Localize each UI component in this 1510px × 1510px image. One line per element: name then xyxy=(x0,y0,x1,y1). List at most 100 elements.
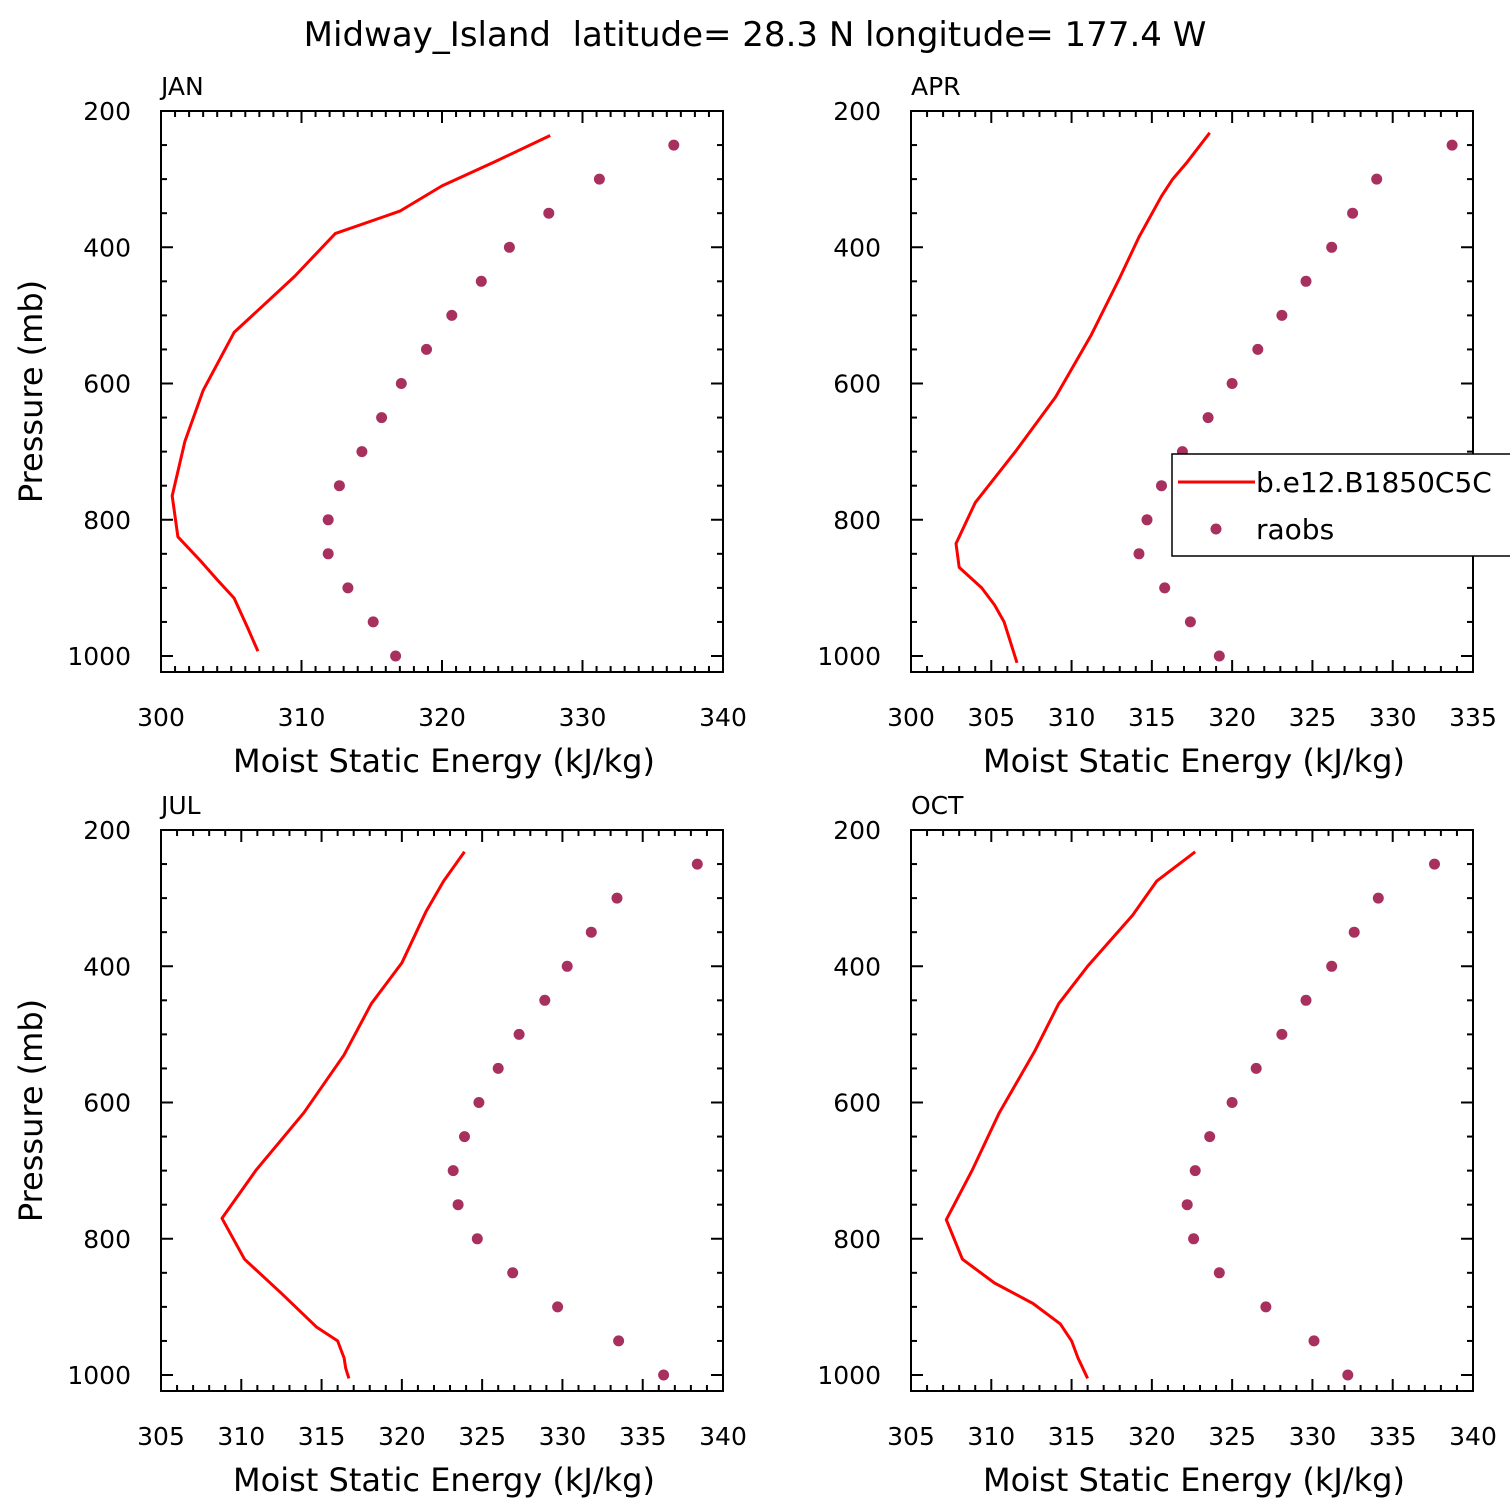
y-tick-label: 200 xyxy=(83,816,131,845)
raobs-point xyxy=(507,1267,519,1279)
raobs-point xyxy=(1250,1062,1262,1074)
x-tick-label: 315 xyxy=(1128,703,1176,732)
y-tick-label: 600 xyxy=(833,370,881,399)
raobs-point xyxy=(452,1199,464,1211)
panel-label: APR xyxy=(911,72,961,101)
panel-jul: 305 310 315 320 325 330 335 340 200 400 600 800 1000… xyxy=(12,791,747,1499)
model-profile-line xyxy=(220,850,466,1379)
y-tick-label: 200 xyxy=(833,816,881,845)
x-tick-label: 315 xyxy=(1048,1422,1096,1451)
raobs-point xyxy=(1156,480,1167,492)
raobs-point xyxy=(356,446,368,458)
raobs-point xyxy=(503,241,515,253)
legend-obs-swatch xyxy=(1210,523,1222,535)
raobs-point xyxy=(1188,1233,1200,1245)
raobs-point xyxy=(473,1097,485,1108)
legend-model-label: b.e12.B1850C5C xyxy=(1256,466,1492,499)
raobs-point xyxy=(475,275,487,287)
x-tick-label: 330 xyxy=(559,703,607,732)
raobs-point xyxy=(1371,173,1383,185)
raobs-point xyxy=(585,926,597,938)
y-tick-label: 800 xyxy=(833,1225,881,1254)
x-tick-label: 325 xyxy=(458,1422,506,1451)
y-tick-label: 600 xyxy=(83,370,131,399)
y-tick-label: 1000 xyxy=(67,642,131,671)
x-tick-label: 325 xyxy=(1289,703,1337,732)
y-tick-label: 400 xyxy=(83,952,131,981)
y-tick-label: 800 xyxy=(83,506,131,535)
raobs-point xyxy=(1342,1369,1354,1381)
raobs-point xyxy=(552,1301,564,1313)
x-tick-label: 340 xyxy=(1449,1422,1497,1451)
raobs-point xyxy=(668,139,680,151)
x-tick-label: 330 xyxy=(539,1422,587,1451)
x-tick-label: 330 xyxy=(1289,1422,1337,1451)
raobs-point xyxy=(1300,994,1312,1006)
raobs-point xyxy=(593,173,605,185)
raobs-point xyxy=(1372,892,1384,904)
x-tick-label: 320 xyxy=(418,703,466,732)
y-tick-label: 1000 xyxy=(67,1361,131,1390)
raobs-point xyxy=(1326,960,1338,972)
raobs-point xyxy=(1326,241,1338,253)
raobs-point xyxy=(1347,207,1359,219)
x-axis-title: Moist Static Energy (kJ/kg) xyxy=(983,742,1405,780)
raobs-point xyxy=(421,343,432,355)
figure-title: Midway_Island latitude= 28.3 N longitude… xyxy=(304,15,1207,55)
y-tick-label: 600 xyxy=(833,1089,881,1118)
raobs-point xyxy=(1184,616,1196,628)
x-tick-label: 325 xyxy=(1208,1422,1256,1451)
raobs-point xyxy=(1213,650,1225,662)
raobs-point xyxy=(322,514,334,526)
x-tick-label: 305 xyxy=(137,1422,185,1451)
model-profile-line xyxy=(944,850,1197,1380)
x-tick-label: 340 xyxy=(699,703,747,732)
x-tick-label: 320 xyxy=(1128,1422,1176,1451)
raobs-point xyxy=(611,892,623,904)
x-tick-label: 335 xyxy=(1369,1422,1417,1451)
raobs-point xyxy=(1141,514,1153,526)
x-axis-title: Moist Static Energy (kJ/kg) xyxy=(233,742,655,780)
raobs-point xyxy=(1348,926,1360,938)
x-axis-title: Moist Static Energy (kJ/kg) xyxy=(233,1461,655,1499)
raobs-point xyxy=(447,1165,459,1177)
legend-obs-label: raobs xyxy=(1256,513,1334,546)
plot-frame xyxy=(160,110,724,673)
model-profile-line xyxy=(170,134,551,652)
raobs-point xyxy=(342,582,354,594)
x-tick-label: 300 xyxy=(137,703,185,732)
x-tick-label: 310 xyxy=(967,1422,1015,1451)
raobs-point xyxy=(376,412,388,424)
raobs-point xyxy=(1202,412,1214,424)
raobs-point xyxy=(1446,139,1458,151)
x-tick-label: 305 xyxy=(967,703,1015,732)
raobs-point xyxy=(1159,582,1171,594)
y-axis-title: Pressure (mb) xyxy=(12,280,50,503)
raobs-point xyxy=(1226,1097,1238,1108)
raobs-point xyxy=(390,650,402,662)
x-tick-label: 330 xyxy=(1369,703,1417,732)
y-tick-label: 600 xyxy=(83,1089,131,1118)
x-tick-label: 335 xyxy=(1449,703,1497,732)
y-tick-label: 400 xyxy=(833,233,881,262)
raobs-point xyxy=(1300,275,1312,287)
raobs-point xyxy=(658,1369,670,1381)
raobs-point xyxy=(613,1335,625,1347)
raobs-point xyxy=(1181,1199,1193,1211)
raobs-point xyxy=(1260,1301,1272,1313)
y-tick-label: 800 xyxy=(83,1225,131,1254)
raobs-point xyxy=(471,1233,483,1245)
plot-frame xyxy=(910,110,1474,673)
raobs-point xyxy=(1308,1335,1320,1347)
y-tick-label: 1000 xyxy=(817,1361,881,1390)
panels-group: 300 310 320 330 340 200 400 600 800 1000 JAN Moist … xyxy=(12,72,1497,1499)
panel-apr: 300 305 310 315 320 325 330 335 200 400 600 800 1000… xyxy=(817,72,1496,780)
panel-label: OCT xyxy=(911,791,964,820)
x-tick-label: 335 xyxy=(619,1422,667,1451)
raobs-point xyxy=(367,616,379,628)
raobs-point xyxy=(395,378,407,389)
raobs-point xyxy=(1276,1028,1288,1040)
plot-frame xyxy=(910,829,1474,1392)
y-tick-label: 1000 xyxy=(817,642,881,671)
